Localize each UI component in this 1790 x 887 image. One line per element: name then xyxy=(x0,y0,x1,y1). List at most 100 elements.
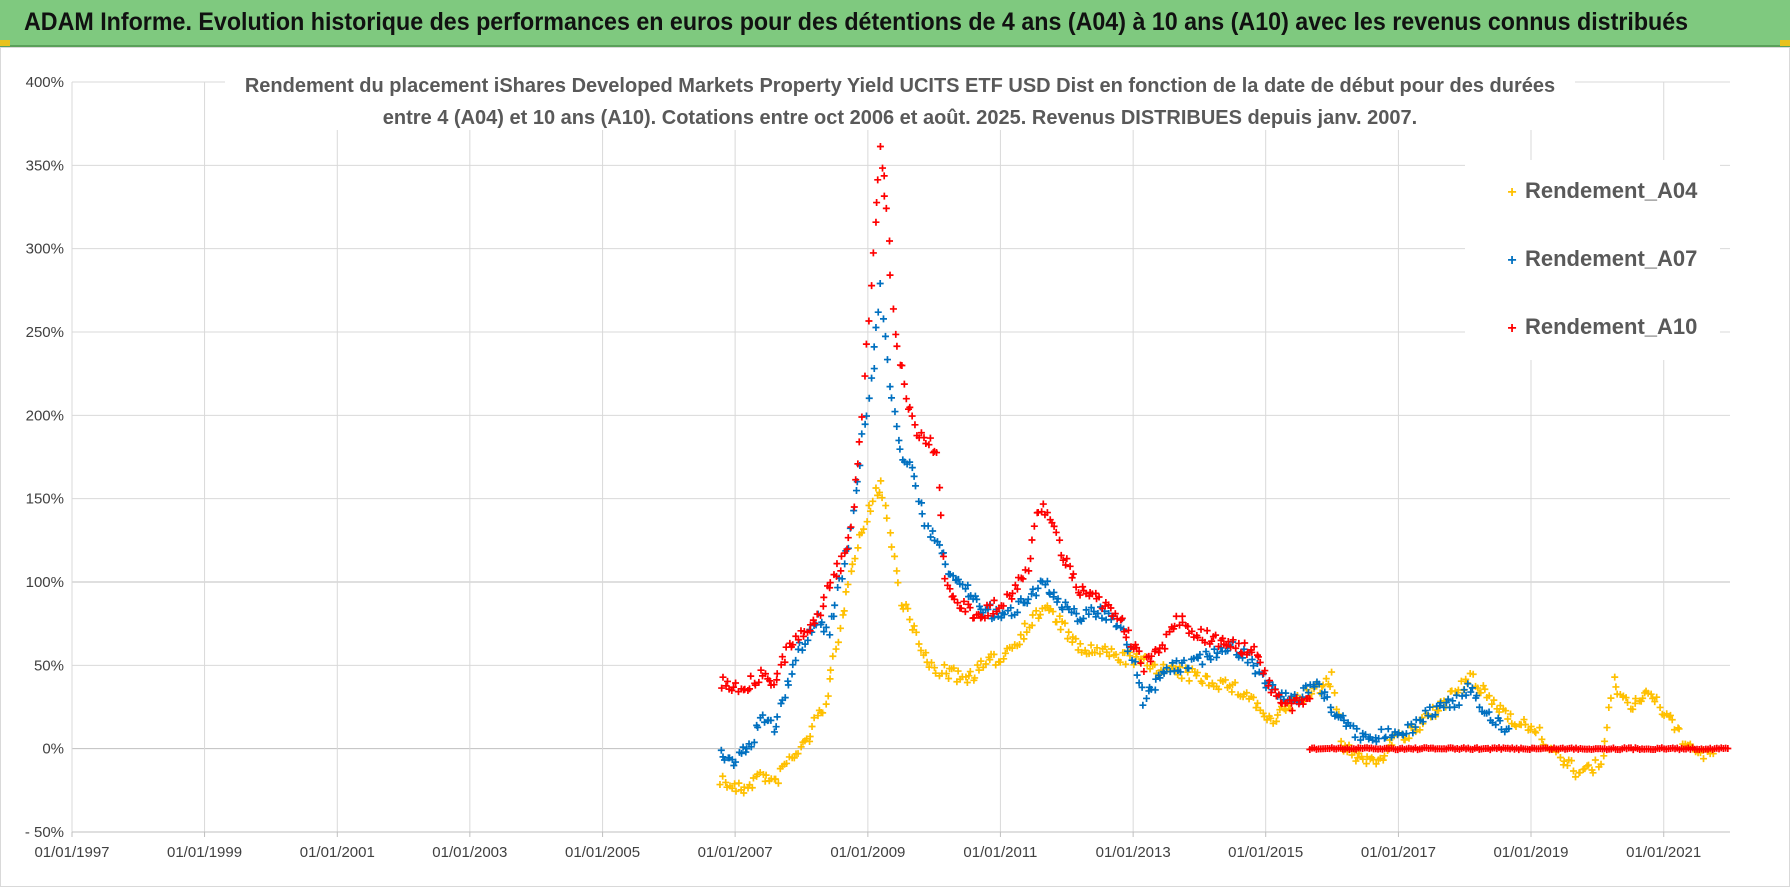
x-tick-label: 01/01/2007 xyxy=(698,844,773,861)
data-point xyxy=(1206,652,1214,660)
legend: + Rendement_A04 + Rendement_A07 + Rendem… xyxy=(1465,160,1720,360)
data-point xyxy=(1054,595,1062,603)
data-point xyxy=(874,308,882,316)
data-point xyxy=(928,659,936,667)
data-point xyxy=(1135,647,1143,655)
data-point xyxy=(879,164,887,172)
data-point xyxy=(900,380,908,388)
chart-title-line-1: Rendement du placement iShares Developed… xyxy=(245,75,1555,97)
data-point xyxy=(941,575,949,583)
data-point xyxy=(1354,754,1362,762)
data-point xyxy=(742,748,750,756)
data-point xyxy=(954,599,962,607)
data-point xyxy=(1057,626,1065,634)
data-point xyxy=(1249,662,1257,670)
data-point xyxy=(1611,673,1619,681)
data-point xyxy=(917,429,925,437)
data-point xyxy=(1053,598,1061,606)
data-point xyxy=(912,482,920,490)
data-point xyxy=(1131,658,1139,666)
data-point xyxy=(728,784,736,792)
data-point xyxy=(1028,621,1036,629)
y-tick-label: 0% xyxy=(42,741,64,758)
data-point xyxy=(1310,683,1318,691)
data-point xyxy=(759,711,767,719)
grid-lines xyxy=(71,81,1730,837)
data-point xyxy=(1048,519,1056,527)
data-point xyxy=(722,778,730,786)
data-point xyxy=(910,622,918,630)
data-point xyxy=(798,646,806,654)
data-point xyxy=(754,723,762,731)
data-point xyxy=(1124,626,1132,634)
data-point xyxy=(1198,679,1206,687)
data-point xyxy=(1107,604,1115,612)
data-point xyxy=(929,527,937,535)
data-point xyxy=(893,567,901,575)
data-point xyxy=(957,604,965,612)
x-tick-label: 01/01/2001 xyxy=(300,844,375,861)
data-point xyxy=(1215,642,1223,650)
data-point xyxy=(797,743,805,751)
data-point xyxy=(861,372,869,380)
data-point xyxy=(1194,654,1202,662)
data-point xyxy=(1359,755,1367,763)
data-point xyxy=(824,692,832,700)
data-point xyxy=(1241,639,1249,647)
data-point xyxy=(1219,634,1227,642)
data-point xyxy=(982,660,990,668)
data-point xyxy=(777,700,785,708)
data-point xyxy=(844,580,852,588)
data-point xyxy=(840,607,848,615)
data-point xyxy=(906,615,914,623)
y-tick-label: 250% xyxy=(26,324,64,341)
series-a04 xyxy=(716,477,1717,797)
data-point xyxy=(1431,711,1439,719)
data-point xyxy=(1137,659,1145,667)
data-point xyxy=(1076,640,1084,648)
data-point xyxy=(902,395,910,403)
data-point xyxy=(747,743,755,751)
data-point xyxy=(790,754,798,762)
data-point xyxy=(830,612,838,620)
data-point xyxy=(1252,704,1260,712)
corner-mark-left xyxy=(0,40,10,46)
data-point xyxy=(1254,699,1262,707)
data-point xyxy=(1061,619,1069,627)
data-point xyxy=(747,672,755,680)
data-point xyxy=(865,501,873,509)
data-point xyxy=(1460,686,1468,694)
data-point xyxy=(1161,645,1169,653)
data-point xyxy=(1011,581,1019,589)
data-point xyxy=(1068,608,1076,616)
y-tick-label: 300% xyxy=(26,241,64,258)
data-point xyxy=(778,653,786,661)
data-point xyxy=(732,679,740,687)
data-point xyxy=(1203,627,1211,635)
data-point xyxy=(717,746,725,754)
data-point xyxy=(1000,610,1008,618)
data-point xyxy=(806,621,814,629)
data-point xyxy=(1139,701,1147,709)
data-point xyxy=(1372,760,1380,768)
data-point xyxy=(858,413,866,421)
data-point xyxy=(1444,695,1452,703)
data-point xyxy=(1261,667,1269,675)
data-point xyxy=(1105,652,1113,660)
data-point xyxy=(990,613,998,621)
data-point xyxy=(1356,736,1364,744)
data-point xyxy=(848,560,856,568)
data-point xyxy=(993,608,1001,616)
y-tick-label: 50% xyxy=(34,657,64,674)
data-point xyxy=(891,552,899,560)
data-point xyxy=(1138,683,1146,691)
data-point xyxy=(789,641,797,649)
data-point xyxy=(1421,707,1429,715)
data-point xyxy=(1208,637,1216,645)
data-point xyxy=(865,394,873,402)
data-point xyxy=(1156,674,1164,682)
data-point xyxy=(926,434,934,442)
data-point xyxy=(1076,591,1084,599)
axis-labels: 400% 350% 300% 250% 200% 150% 100% 50% 0% - 50% 01… xyxy=(25,74,1701,861)
data-point xyxy=(1198,660,1206,668)
